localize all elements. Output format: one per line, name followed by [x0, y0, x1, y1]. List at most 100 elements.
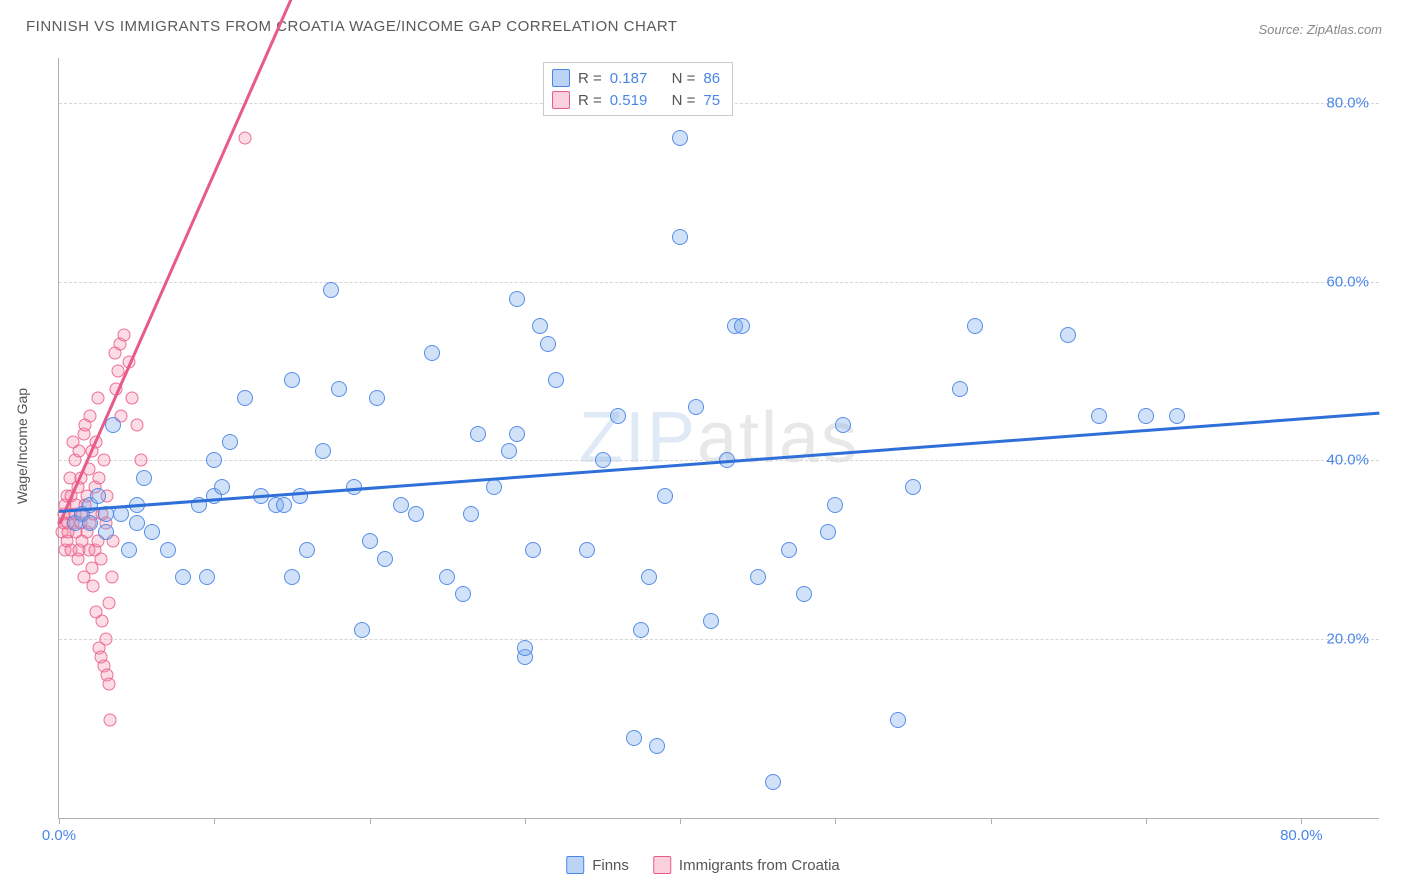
plot-area: ZIPatlas 20.0%40.0%60.0%80.0%0.0%80.0% [58, 58, 1379, 819]
x-tick [835, 818, 836, 824]
stats-r-value-finns: 0.187 [610, 70, 648, 87]
data-point [284, 372, 300, 388]
data-point [94, 552, 107, 565]
data-point [672, 130, 688, 146]
data-point [276, 497, 292, 513]
data-point [688, 399, 704, 415]
data-point [408, 506, 424, 522]
data-point [703, 613, 719, 629]
data-point [967, 318, 983, 334]
chart-title: FINNISH VS IMMIGRANTS FROM CROATIA WAGE/… [26, 18, 678, 35]
data-point [84, 409, 97, 422]
data-point [160, 542, 176, 558]
data-point [98, 454, 111, 467]
legend-bottom: Finns Immigrants from Croatia [566, 856, 840, 874]
x-tick [1301, 818, 1302, 824]
data-point [525, 542, 541, 558]
data-point [98, 524, 114, 540]
x-tick [1146, 818, 1147, 824]
y-tick-label: 80.0% [1326, 94, 1369, 111]
x-tick-label-min: 0.0% [42, 827, 76, 844]
swatch-pink-icon [552, 91, 570, 109]
data-point [827, 497, 843, 513]
data-point [424, 345, 440, 361]
x-tick-label-max: 80.0% [1280, 827, 1323, 844]
legend-label-finns: Finns [592, 857, 629, 874]
data-point [509, 426, 525, 442]
data-point [214, 479, 230, 495]
data-point [509, 291, 525, 307]
data-point [548, 372, 564, 388]
data-point [393, 497, 409, 513]
swatch-blue-icon [552, 69, 570, 87]
x-tick [370, 818, 371, 824]
data-point [463, 506, 479, 522]
trend-line [59, 411, 1379, 512]
source-attribution: Source: ZipAtlas.com [1258, 22, 1382, 37]
data-point [105, 417, 121, 433]
data-point [439, 569, 455, 585]
legend-stats-row-croatia: R = 0.519 N = 75 [552, 89, 720, 111]
data-point [641, 569, 657, 585]
data-point [796, 586, 812, 602]
data-point [144, 524, 160, 540]
data-point [633, 622, 649, 638]
y-tick-label: 20.0% [1326, 631, 1369, 648]
data-point [369, 390, 385, 406]
x-tick [59, 818, 60, 824]
data-point [199, 569, 215, 585]
data-point [486, 479, 502, 495]
data-point [104, 713, 117, 726]
data-point [672, 229, 688, 245]
data-point [73, 445, 86, 458]
x-tick [680, 818, 681, 824]
data-point [99, 633, 112, 646]
data-point [113, 506, 129, 522]
data-point [125, 391, 138, 404]
data-point [835, 417, 851, 433]
stats-n-value-finns: 86 [703, 70, 720, 87]
data-point [890, 712, 906, 728]
data-point [820, 524, 836, 540]
data-point [121, 542, 137, 558]
data-point [595, 452, 611, 468]
data-point [781, 542, 797, 558]
data-point [626, 730, 642, 746]
data-point [649, 738, 665, 754]
y-axis-label: Wage/Income Gap [14, 388, 30, 504]
data-point [657, 488, 673, 504]
data-point [105, 570, 118, 583]
data-point [82, 515, 98, 531]
data-point [501, 443, 517, 459]
data-point [362, 533, 378, 549]
legend-stats-row-finns: R = 0.187 N = 86 [552, 67, 720, 89]
data-point [1138, 408, 1154, 424]
x-tick [525, 818, 526, 824]
data-point [118, 329, 131, 342]
data-point [1091, 408, 1107, 424]
swatch-pink-icon [653, 856, 671, 874]
data-point [222, 434, 238, 450]
data-point [91, 391, 104, 404]
y-tick-label: 60.0% [1326, 273, 1369, 290]
swatch-blue-icon [566, 856, 584, 874]
data-point [135, 454, 148, 467]
x-tick [991, 818, 992, 824]
data-point [532, 318, 548, 334]
data-point [239, 132, 252, 145]
data-point [102, 597, 115, 610]
data-point [175, 569, 191, 585]
data-point [130, 418, 143, 431]
data-point [1060, 327, 1076, 343]
data-point [90, 488, 106, 504]
data-point [87, 579, 100, 592]
data-point [517, 640, 533, 656]
x-tick [214, 818, 215, 824]
data-point [136, 470, 152, 486]
legend-item-finns: Finns [566, 856, 629, 874]
data-point [377, 551, 393, 567]
data-point [1169, 408, 1185, 424]
data-point [96, 615, 109, 628]
stats-r-label: R = [578, 92, 602, 109]
data-point [206, 452, 222, 468]
